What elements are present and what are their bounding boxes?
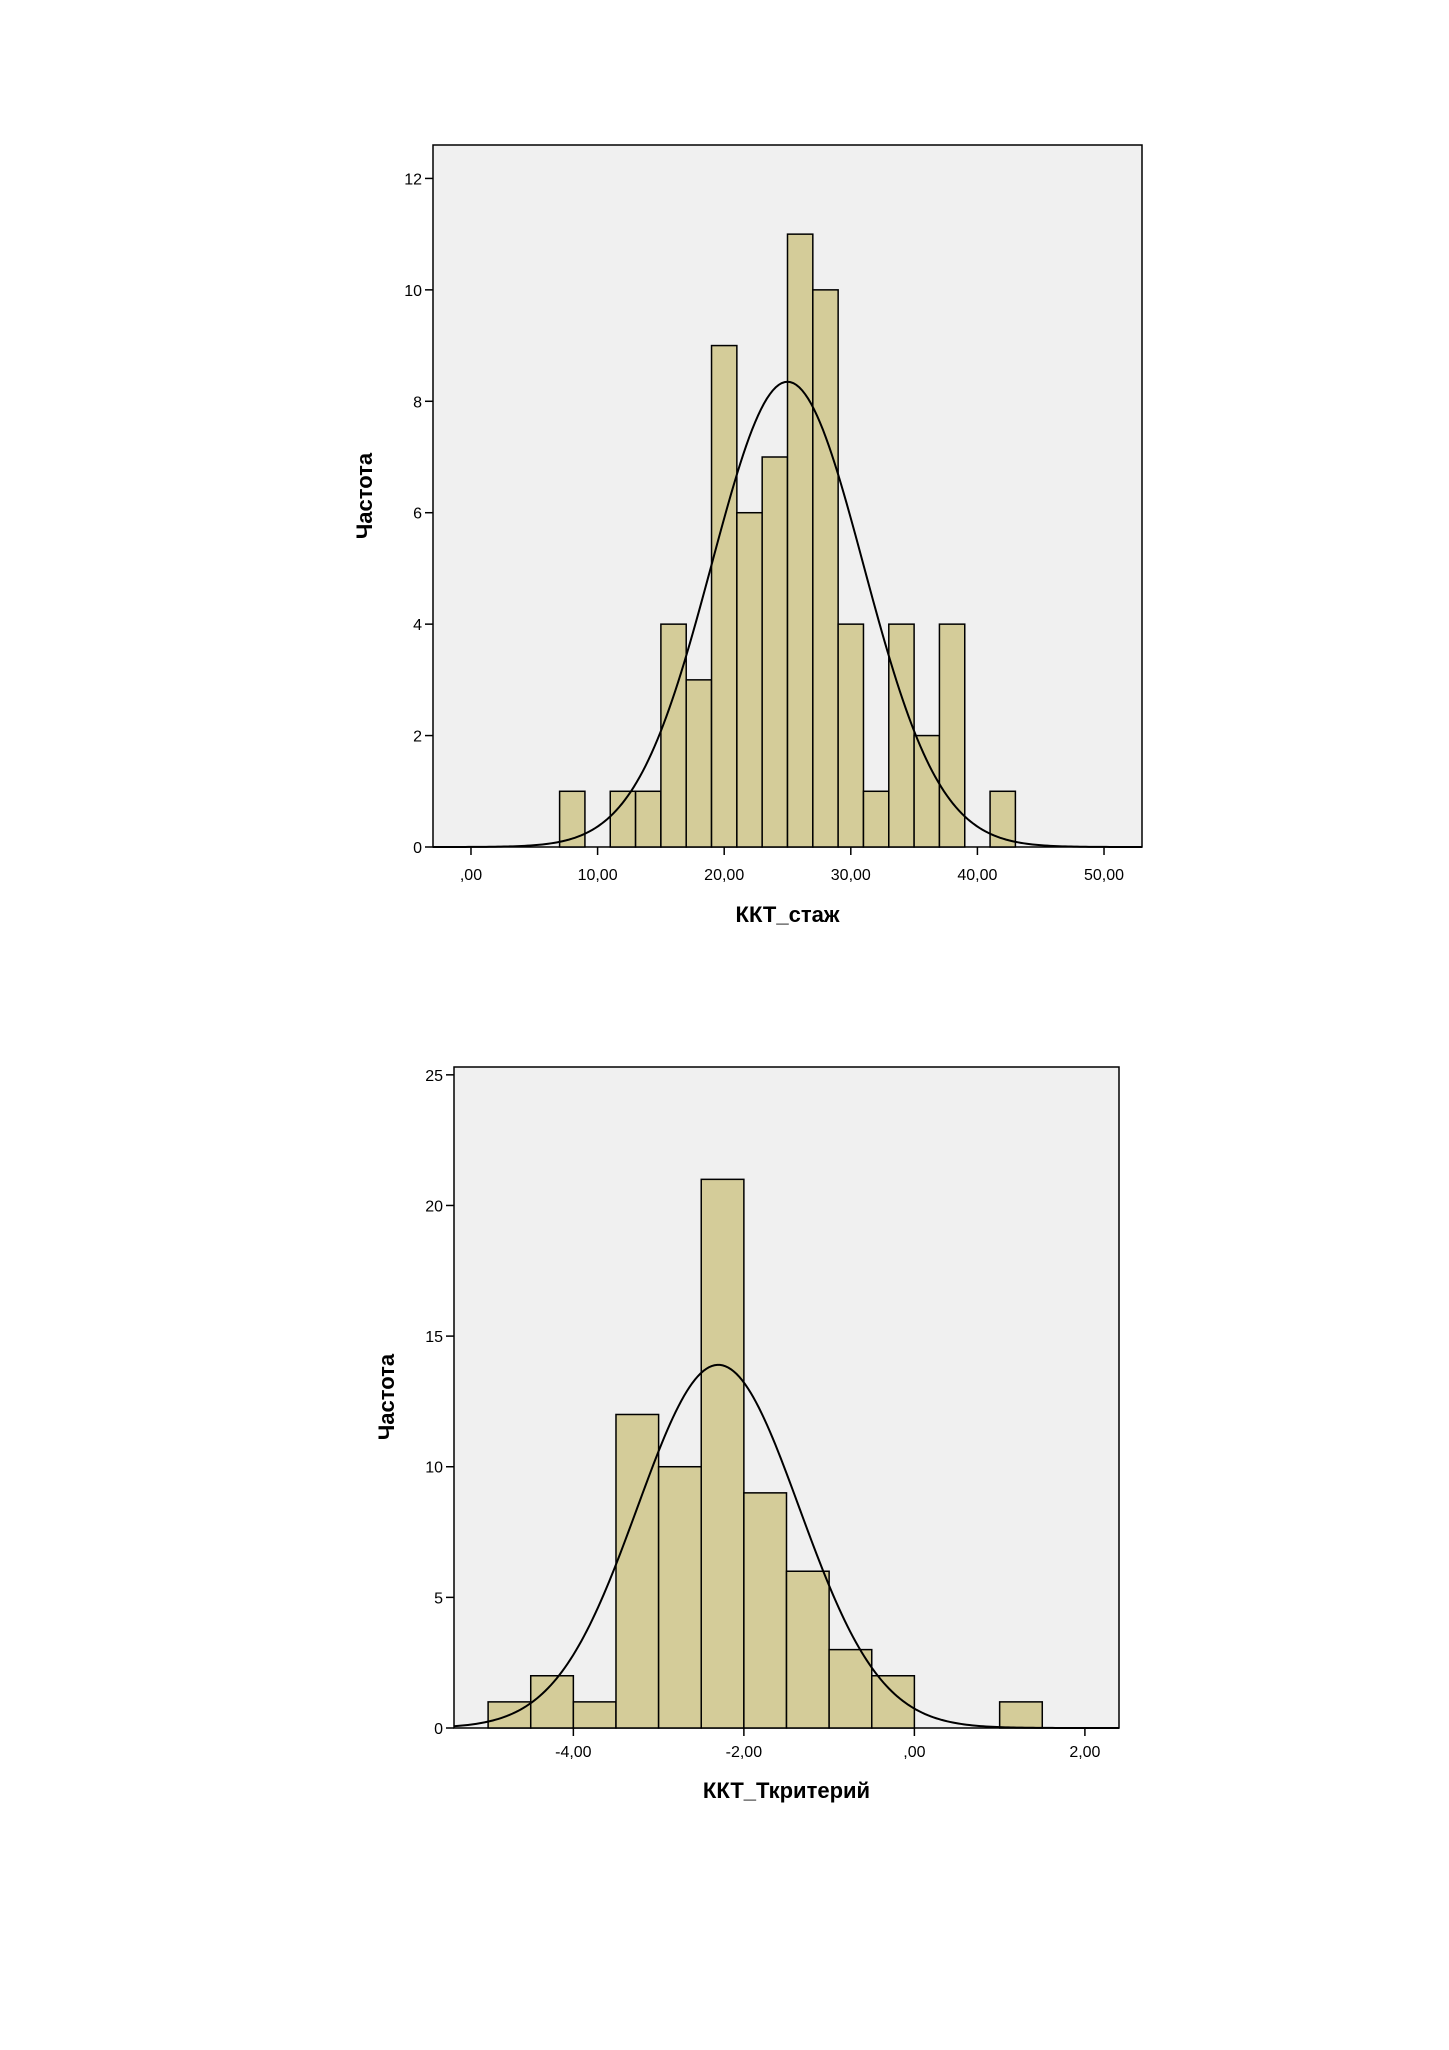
histogram-bar: [634, 790, 662, 848]
histogram-bar: [710, 344, 738, 848]
histogram-bar: [862, 790, 890, 848]
histogram-bar: [786, 233, 814, 848]
x-tick-label: -2,00: [726, 1744, 763, 1761]
histogram-bar: [837, 623, 865, 848]
histogram-kkt-stazh: 0 2 4 6 8 10 12 ,00 10,00 20,00 30,00 40,00 50,00 ККТ…: [352, 144, 1143, 927]
histogram-bar: [660, 623, 687, 848]
x-tick-label: 10,00: [578, 867, 618, 884]
y-tick-label: 0: [434, 1721, 443, 1738]
y-tick-label: 6: [413, 506, 422, 523]
normal-curve: [453, 1363, 1119, 1729]
histogram-bar: [812, 289, 839, 848]
x-axis-title: ККТ_Ткритерий: [703, 1778, 870, 1803]
histogram-bar: [938, 623, 966, 848]
histogram-bar: [615, 1413, 660, 1729]
histogram-bar: [998, 1701, 1044, 1729]
normal-curve: [433, 380, 1142, 848]
histogram-bar: [736, 511, 763, 848]
y-tick-label: 5: [434, 1590, 443, 1607]
histogram-bar: [871, 1674, 916, 1729]
x-tick-label: -4,00: [555, 1744, 592, 1761]
histogram-bar: [685, 679, 713, 848]
x-tick-label: 50,00: [1084, 867, 1124, 884]
histogram-bar: [888, 623, 915, 848]
histogram-bar: [785, 1570, 830, 1729]
y-tick-label: 2: [413, 729, 422, 746]
x-tick-label: ,00: [460, 867, 482, 884]
y-axis-title: Частота: [352, 452, 377, 539]
y-tick-label: 20: [425, 1198, 443, 1215]
histogram-bar: [761, 456, 789, 848]
x-tick-label: 40,00: [957, 867, 997, 884]
y-tick-label: 25: [425, 1068, 443, 1085]
histogram-bar: [743, 1492, 788, 1729]
histogram-bar: [913, 734, 941, 848]
histogram-bar: [609, 790, 637, 848]
y-tick-label: 15: [425, 1329, 443, 1346]
x-axis-title: ККТ_стаж: [736, 902, 840, 927]
y-tick-label: 10: [425, 1460, 443, 1477]
histogram-kkt-tkriteriy: 0 5 10 15 20 25 -4,00 -2,00 ,00 2,00 ККТ_Ткритерий…: [374, 1066, 1120, 1803]
histogram-bar: [700, 1178, 745, 1729]
x-tick-label: ,00: [903, 1744, 925, 1761]
y-tick-label: 4: [413, 617, 422, 634]
x-tick-label: 30,00: [831, 867, 871, 884]
x-tick-label: 20,00: [704, 867, 744, 884]
x-tick-label: 2,00: [1069, 1744, 1100, 1761]
histogram-bar: [657, 1465, 702, 1729]
y-tick-label: 12: [404, 171, 422, 188]
y-tick-label: 8: [413, 394, 422, 411]
y-axis-title: Частота: [374, 1353, 399, 1440]
histogram-bar: [828, 1648, 873, 1729]
y-tick-label: 10: [404, 283, 422, 300]
histogram-bar: [572, 1701, 617, 1729]
y-tick-label: 0: [413, 840, 422, 857]
